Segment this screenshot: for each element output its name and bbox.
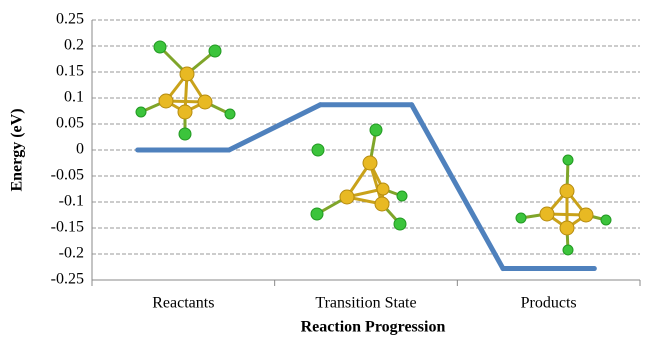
y-tick-label: -0.1 [59, 193, 84, 210]
x-axis-label: Reaction Progression [301, 319, 446, 336]
molecule-products [516, 155, 611, 255]
y-tick-label: -0.05 [51, 167, 84, 184]
x-tick-label: Products [521, 295, 577, 312]
y-tick-label: -0.15 [51, 219, 84, 236]
y-tick-label: 0.25 [56, 11, 84, 28]
y-tick-label: 0.2 [64, 37, 84, 54]
connector [229, 105, 320, 150]
molecule-transition-state [311, 124, 407, 230]
molecule-reactants [136, 41, 235, 140]
marks [138, 105, 595, 269]
y-tick-label: -0.25 [51, 271, 84, 288]
y-tick-label: 0.1 [64, 89, 84, 106]
y-tick-label: -0.2 [59, 245, 84, 262]
connector [412, 105, 503, 269]
y-tick-label: 0.05 [56, 115, 84, 132]
y-tick-label: 0 [76, 141, 84, 158]
x-tick-label: Reactants [152, 295, 214, 312]
y-tick-label: 0.15 [56, 63, 84, 80]
chart: Reaction Progression Energy (eV) [0, 0, 649, 340]
x-tick-label: Transition State [315, 295, 416, 312]
y-axis-label: Energy (eV) [9, 108, 26, 191]
